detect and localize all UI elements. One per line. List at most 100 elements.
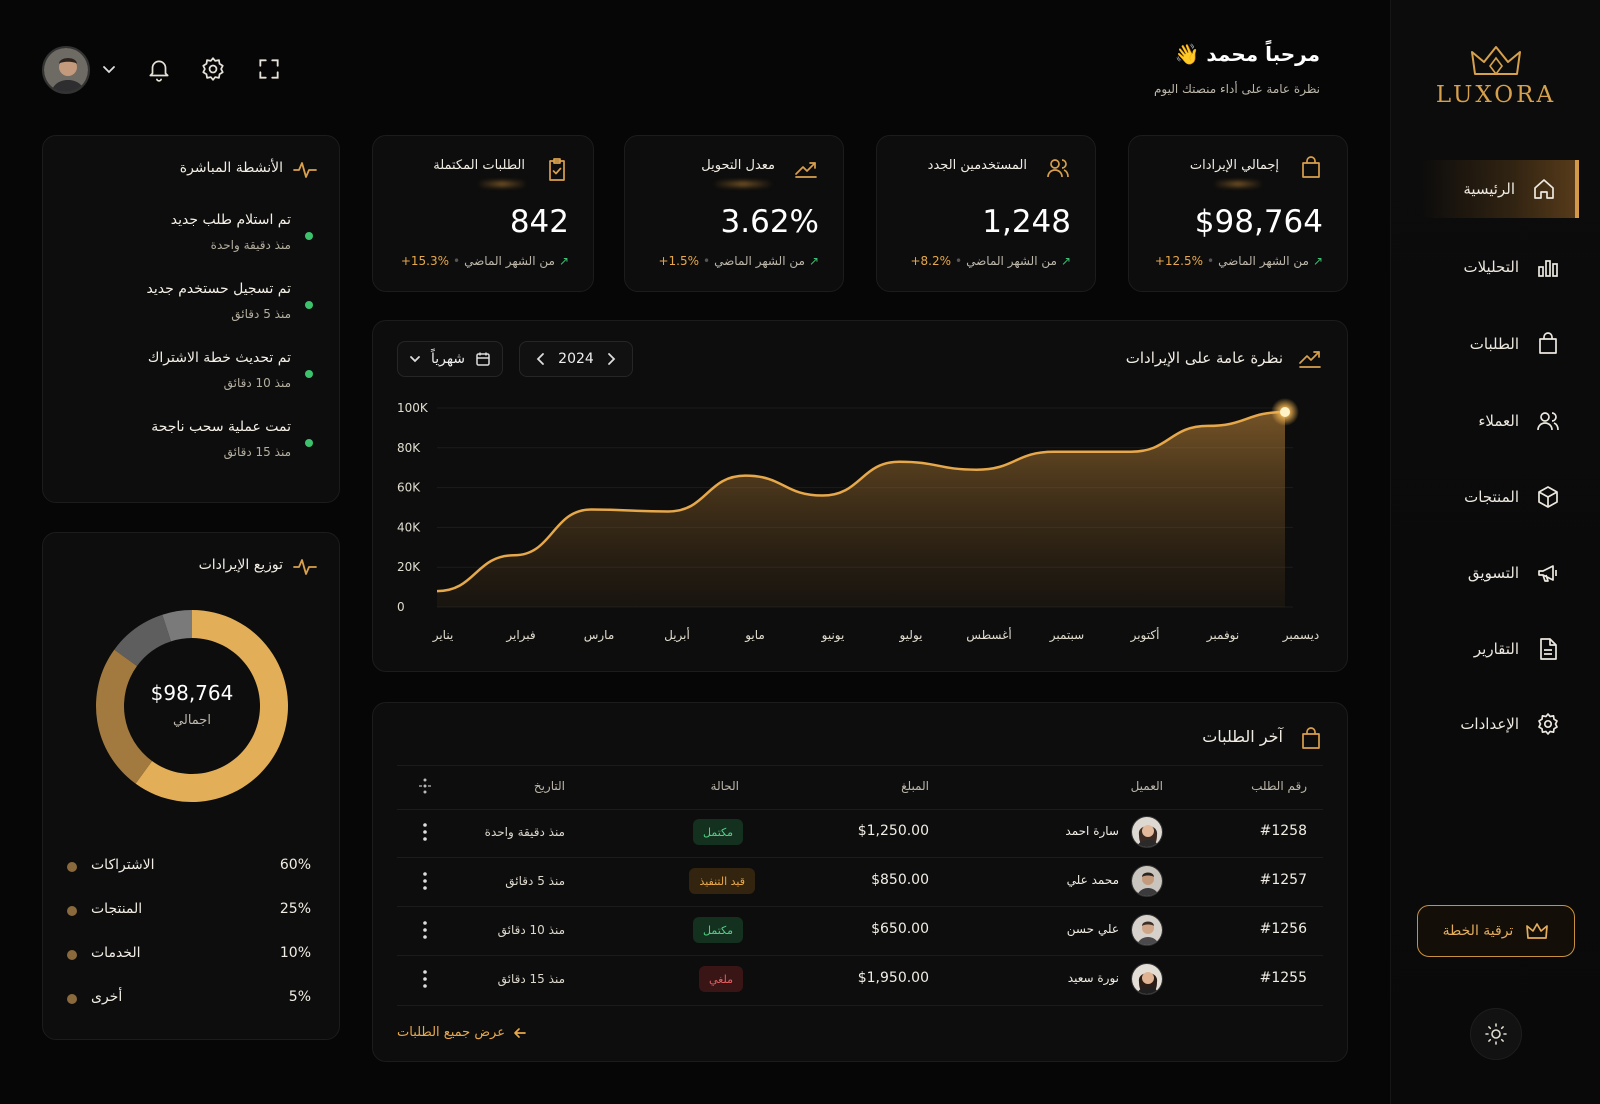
legend-item: الخدمات 10% bbox=[67, 943, 311, 967]
status-badge: مكتمل bbox=[693, 819, 743, 845]
row-options-icon[interactable] bbox=[417, 821, 433, 843]
column-header[interactable]: العميل bbox=[1130, 779, 1163, 793]
divider bbox=[397, 1005, 1323, 1006]
donut-chart bbox=[96, 610, 288, 802]
order-date: منذ 10 دقائق bbox=[497, 923, 565, 937]
legend-dot bbox=[67, 950, 77, 960]
order-date: منذ 15 دقائق bbox=[497, 972, 565, 986]
donut-slice[interactable] bbox=[96, 649, 153, 784]
sidebar-item-label: المنتجات bbox=[1464, 488, 1519, 506]
period-dropdown[interactable]: شهرياً bbox=[397, 341, 503, 377]
row-options-icon[interactable] bbox=[417, 968, 433, 990]
x-tick-label: أبريل bbox=[664, 627, 690, 643]
row-options-icon[interactable] bbox=[417, 919, 433, 941]
stat-change: ↗ من الشهر الماضي • +12.5% bbox=[1154, 254, 1323, 268]
stat-value: 842 bbox=[509, 204, 569, 240]
donut-slice[interactable] bbox=[135, 610, 288, 802]
stat-change: ↗ من الشهر الماضي • +15.3% bbox=[400, 254, 569, 268]
bell-icon[interactable] bbox=[146, 56, 172, 82]
divider bbox=[397, 765, 1323, 766]
donut-total-label: اجمالي bbox=[173, 713, 211, 728]
customer-avatar bbox=[1131, 914, 1163, 946]
donut-slice[interactable] bbox=[114, 614, 171, 667]
stat-value: 3.62% bbox=[720, 204, 819, 240]
sidebar-item-orders[interactable]: الطلبات bbox=[1419, 315, 1579, 373]
year-selector[interactable]: 2024 bbox=[519, 341, 633, 377]
sidebar-item-analytics[interactable]: التحليلات bbox=[1419, 238, 1579, 296]
calendar-icon bbox=[475, 351, 491, 367]
column-header[interactable]: التاريخ bbox=[533, 779, 565, 793]
stat-title: إجمالي الإيرادات bbox=[1189, 158, 1279, 173]
stat-change-value: +15.3% bbox=[400, 254, 450, 268]
activity-time: منذ دقيقة واحدة bbox=[210, 238, 291, 252]
stat-card-completed-orders: الطلبات المكتملة 842 ↗ من الشهر الماضي •… bbox=[372, 135, 594, 292]
stat-card-conversion-rate: معدل التحويل 3.62% ↗ من الشهر الماضي • +… bbox=[624, 135, 844, 292]
order-id[interactable]: #1256 bbox=[1259, 921, 1307, 937]
chevron-down-icon bbox=[409, 353, 421, 365]
trend-up-icon: ↗ bbox=[808, 254, 819, 268]
activity-time: منذ 15 دقائق bbox=[223, 445, 291, 459]
chevron-down-icon[interactable] bbox=[100, 60, 118, 78]
crown-icon bbox=[1469, 44, 1523, 78]
settings-gear-icon[interactable] bbox=[200, 56, 226, 82]
customer-name: نورة سعيد bbox=[1067, 971, 1119, 985]
sidebar-item-products[interactable]: المنتجات bbox=[1419, 468, 1579, 526]
activity-title: تمت عملية سحب ناجحة bbox=[151, 419, 291, 435]
upgrade-plan-button[interactable]: ترقية الخطة bbox=[1417, 905, 1575, 957]
fullscreen-icon[interactable] bbox=[256, 56, 282, 82]
shopping-bag-icon bbox=[1299, 156, 1323, 180]
decorative-glow bbox=[713, 181, 773, 187]
legend-item: الاشتراكات 60% bbox=[67, 855, 311, 879]
legend-dot bbox=[67, 862, 77, 872]
stat-change-value: +1.5% bbox=[658, 254, 700, 268]
column-header[interactable]: المبلغ bbox=[901, 779, 929, 793]
column-options-icon[interactable] bbox=[417, 777, 433, 795]
live-activities-panel: الأنشطة المباشرة تم استلام طلب جديد منذ … bbox=[42, 135, 340, 503]
shopping-bag-icon bbox=[1535, 331, 1561, 357]
stat-title: المستخدمين الجدد bbox=[927, 158, 1027, 173]
theme-toggle-button[interactable] bbox=[1470, 1008, 1522, 1060]
sidebar-item-label: التسويق bbox=[1467, 564, 1519, 582]
column-header[interactable]: رقم الطلب bbox=[1251, 779, 1307, 793]
status-dot bbox=[305, 301, 313, 309]
y-tick-label: 100K bbox=[397, 401, 429, 415]
legend-value: 25% bbox=[279, 901, 311, 917]
view-all-orders-link[interactable]: عرض جميع الطلبات bbox=[397, 1025, 527, 1040]
sidebar-item-marketing[interactable]: التسويق bbox=[1419, 544, 1579, 602]
column-header[interactable]: الحالة bbox=[710, 779, 739, 793]
sidebar-item-settings[interactable]: الإعدادات bbox=[1419, 695, 1579, 753]
megaphone-icon bbox=[1535, 560, 1561, 586]
stat-title: معدل التحويل bbox=[701, 158, 775, 173]
y-tick-label: 20K bbox=[397, 560, 421, 574]
sidebar-item-customers[interactable]: العملاء bbox=[1419, 392, 1579, 450]
stat-note: من الشهر الماضي bbox=[464, 254, 555, 268]
pulse-icon bbox=[293, 160, 317, 180]
chevron-right-icon[interactable] bbox=[604, 352, 618, 366]
x-tick-label: يوليو bbox=[898, 628, 922, 643]
sidebar-item-label: التحليلات bbox=[1463, 258, 1519, 276]
sidebar-item-label: العملاء bbox=[1478, 412, 1519, 430]
user-avatar[interactable] bbox=[42, 46, 90, 94]
sidebar-item-home[interactable]: الرئيسية bbox=[1419, 160, 1579, 218]
donut-slice[interactable] bbox=[162, 610, 192, 642]
order-id[interactable]: #1257 bbox=[1259, 872, 1307, 888]
activity-time: منذ 10 دقائق bbox=[223, 376, 291, 390]
activity-title: تم تحديث خطة الاشتراك bbox=[147, 350, 291, 366]
order-id[interactable]: #1258 bbox=[1259, 823, 1307, 839]
customer-avatar bbox=[1131, 963, 1163, 995]
y-tick-label: 60K bbox=[397, 481, 421, 495]
chevron-left-icon[interactable] bbox=[534, 352, 548, 366]
activity-title: تم استلام طلب جديد bbox=[170, 212, 291, 228]
data-point[interactable] bbox=[1280, 406, 1290, 417]
brand-logo[interactable]: LUXORA bbox=[1435, 82, 1557, 108]
order-id[interactable]: #1255 bbox=[1259, 970, 1307, 986]
revenue-distribution-panel: توزيع الإيرادات $98,764 اجمالي الاشتراكا… bbox=[42, 532, 340, 1040]
stat-change-value: +8.2% bbox=[910, 254, 952, 268]
y-tick-label: 80K bbox=[397, 441, 421, 455]
row-options-icon[interactable] bbox=[417, 870, 433, 892]
sidebar-item-label: الطلبات bbox=[1469, 335, 1519, 353]
clipboard-check-icon bbox=[545, 156, 569, 182]
x-tick-label: مايو bbox=[744, 628, 765, 643]
sidebar-item-reports[interactable]: التقارير bbox=[1419, 620, 1579, 678]
status-badge: ملغي bbox=[698, 966, 743, 992]
